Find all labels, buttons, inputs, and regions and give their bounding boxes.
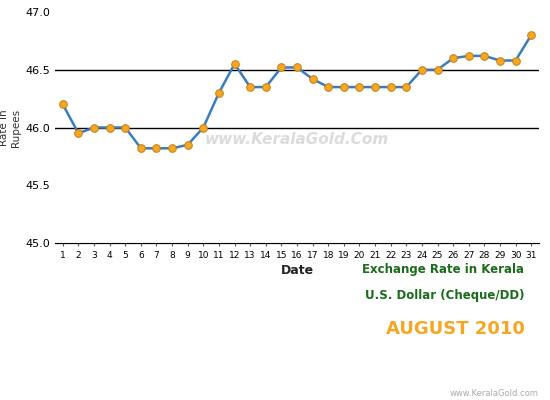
Text: U.S. Dollar (Cheque/DD): U.S. Dollar (Cheque/DD) <box>365 289 525 302</box>
Text: AUGUST 2010: AUGUST 2010 <box>386 320 525 338</box>
Text: Exchange Rate in Kerala: Exchange Rate in Kerala <box>362 263 525 276</box>
X-axis label: Date: Date <box>280 264 314 278</box>
Text: www.KeralaGold.com: www.KeralaGold.com <box>450 389 539 398</box>
Text: www.KeralaGold.Com: www.KeralaGold.Com <box>205 132 389 146</box>
Y-axis label: Rate in
Rupees: Rate in Rupees <box>0 108 21 146</box>
